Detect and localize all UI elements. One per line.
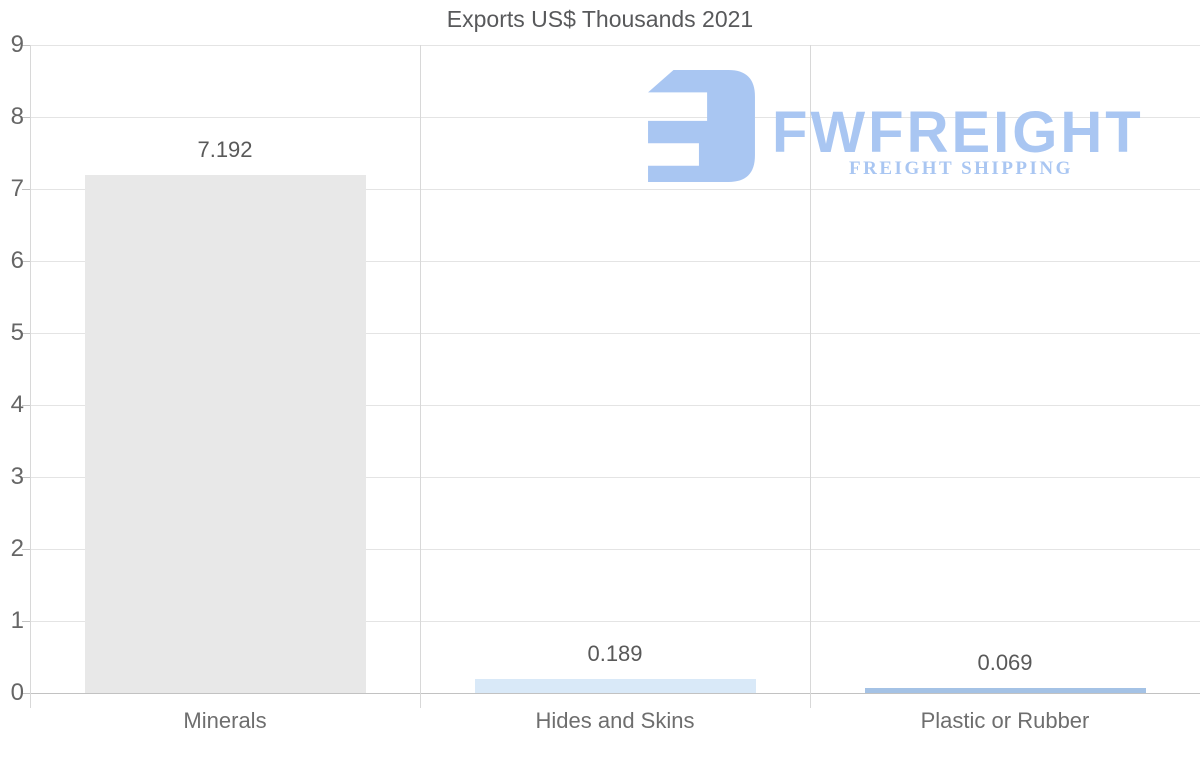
gridline-y-3 <box>30 477 1200 478</box>
logo-tagline-text: FREIGHT SHIPPING <box>849 158 1073 179</box>
chart-title: Exports US$ Thousands 2021 <box>446 6 754 32</box>
gridline-y-8 <box>30 117 1200 118</box>
gridline-y-0 <box>30 693 1200 694</box>
y-axis-tick-4 <box>22 405 30 406</box>
y-axis-tick-label-9: 9 <box>10 31 24 58</box>
bar-hides-and-skins <box>475 679 756 693</box>
gridline-y-2 <box>30 549 1200 550</box>
y-axis-tick-label-8: 8 <box>10 103 24 130</box>
x-axis-label-plastic-or-rubber: Plastic or Rubber <box>920 708 1090 733</box>
y-axis-tick-6 <box>22 261 30 262</box>
y-axis-tick-0 <box>22 693 30 694</box>
y-axis-tick-3 <box>22 477 30 478</box>
bar-plastic-or-rubber <box>865 688 1146 693</box>
y-axis-tick-label-3: 3 <box>10 463 24 490</box>
gridline-y-6 <box>30 261 1200 262</box>
y-axis-tick-9 <box>22 45 30 46</box>
gridline-y-5 <box>30 333 1200 334</box>
bar-value-label-hides-and-skins: 0.189 <box>587 641 643 666</box>
logo-brand-text: FWFREIGHT <box>772 100 1144 165</box>
y-axis-tick-8 <box>22 117 30 118</box>
y-axis-tick-5 <box>22 333 30 334</box>
gridline-y-4 <box>30 405 1200 406</box>
category-separator-2 <box>810 45 811 708</box>
gridline-y-7 <box>30 189 1200 190</box>
gridline-y-1 <box>30 621 1200 622</box>
x-axis-label-hides-and-skins: Hides and Skins <box>535 708 695 733</box>
fwfreight-logo-icon <box>648 70 755 182</box>
category-separator-1 <box>420 45 421 708</box>
gridline-y-9 <box>30 45 1200 46</box>
y-axis-tick-label-5: 5 <box>10 319 24 346</box>
y-axis-tick-label-7: 7 <box>10 175 24 202</box>
y-axis-tick-label-0: 0 <box>10 679 24 706</box>
x-axis-label-minerals: Minerals <box>183 708 267 733</box>
y-axis-tick-1 <box>22 621 30 622</box>
y-axis-tick-label-6: 6 <box>10 247 24 274</box>
bar-value-label-plastic-or-rubber: 0.069 <box>977 650 1033 675</box>
bar-value-label-minerals: 7.192 <box>197 137 253 162</box>
y-axis-tick-7 <box>22 189 30 190</box>
y-axis-tick-label-2: 2 <box>10 535 24 562</box>
y-axis-tick-label-1: 1 <box>10 607 24 634</box>
bar-minerals <box>85 175 366 693</box>
y-axis-tick-label-4: 4 <box>10 391 24 418</box>
y-axis-tick-2 <box>22 549 30 550</box>
y-axis-line <box>30 45 31 708</box>
